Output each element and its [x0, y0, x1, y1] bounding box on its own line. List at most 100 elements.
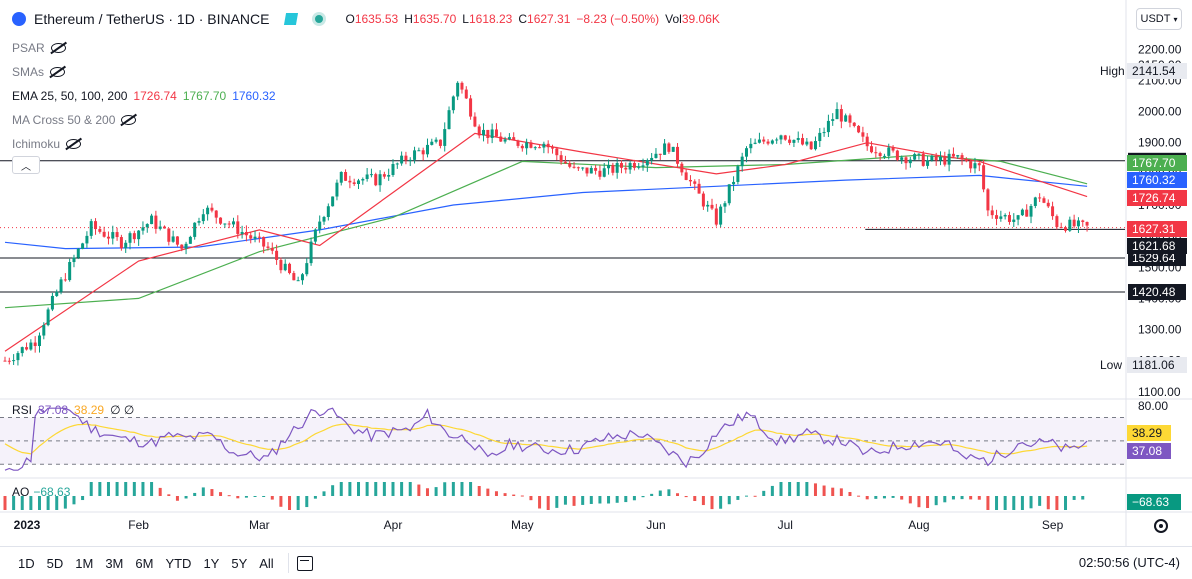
- open-label: O: [345, 12, 355, 26]
- indicator-psar[interactable]: PSAR: [12, 36, 276, 60]
- axis-price-label: 1627.31: [1132, 222, 1176, 236]
- range-1m-button[interactable]: 1M: [75, 555, 94, 571]
- hidden-eye-icon[interactable]: [50, 43, 66, 53]
- candle-body: [568, 163, 572, 167]
- ao-bar: [313, 496, 317, 499]
- clock-label[interactable]: 02:50:56 (UTC-4): [1078, 555, 1180, 570]
- range-5y-button[interactable]: 5Y: [231, 555, 248, 571]
- hidden-eye-icon[interactable]: [121, 115, 137, 125]
- chart-canvas[interactable]: 2200.002150.002100.002000.001900.001800.…: [0, 0, 1192, 546]
- flag-icon[interactable]: [284, 13, 299, 25]
- ao-bar: [572, 496, 576, 506]
- candle-body: [98, 229, 102, 232]
- ao-bar: [175, 496, 179, 501]
- hidden-eye-icon[interactable]: [66, 139, 82, 149]
- candle-body: [94, 221, 98, 230]
- time-axis-label: Aug: [908, 518, 929, 532]
- candle-body: [792, 139, 796, 143]
- candle-body: [357, 180, 361, 185]
- candle-body: [1003, 215, 1007, 217]
- indicator-ichimoku[interactable]: Ichimoku: [12, 132, 276, 156]
- ao-bar: [374, 482, 378, 496]
- calendar-icon[interactable]: [296, 555, 313, 571]
- candle-body: [503, 139, 507, 142]
- ao-bar: [417, 484, 421, 496]
- range-all-button[interactable]: All: [259, 555, 274, 571]
- symbol-title[interactable]: Ethereum / TetherUS · 1D · BINANCE: [34, 11, 270, 27]
- chevron-down-icon: ▾: [1173, 14, 1178, 24]
- bottom-toolbar: 1D 5D 1M 3M 6M YTD 1Y 5Y All 02:50:56 (U…: [0, 546, 1192, 579]
- ao-bar: [20, 496, 24, 510]
- ao-bar: [719, 496, 723, 509]
- ao-bar: [969, 496, 973, 500]
- marker-tag: [1127, 357, 1187, 373]
- candle-body: [206, 207, 210, 215]
- candle-body: [947, 153, 951, 165]
- volume-label: Vol: [665, 12, 682, 26]
- level-price-tag: [1128, 250, 1186, 267]
- candle-body: [512, 137, 516, 141]
- price-tick-label: 2000.00: [1138, 105, 1182, 119]
- candle-body: [753, 142, 757, 144]
- candle-body: [266, 246, 270, 248]
- candle-body: [20, 347, 24, 354]
- candle-body: [413, 150, 417, 160]
- ao-bar: [322, 491, 326, 496]
- change-value: −8.23 (−0.50%): [576, 12, 660, 26]
- range-1y-button[interactable]: 1Y: [203, 555, 220, 571]
- ao-bar: [400, 482, 404, 496]
- range-3m-button[interactable]: 3M: [105, 555, 124, 571]
- candle-body: [305, 263, 309, 275]
- close-label: C: [518, 12, 528, 26]
- ao-bar: [29, 496, 33, 510]
- candle-body: [956, 155, 960, 157]
- indicator-ema[interactable]: EMA 25, 50, 100, 200 1726.74 1767.70 176…: [12, 84, 276, 108]
- ao-bar: [762, 490, 766, 496]
- range-6m-button[interactable]: 6M: [135, 555, 154, 571]
- ema25-line: [4, 132, 1088, 352]
- candle-body: [167, 228, 171, 242]
- rsi-value: 37.08: [38, 403, 69, 417]
- candle-body: [292, 273, 296, 281]
- ao-bar: [615, 496, 619, 503]
- candle-body: [964, 159, 968, 162]
- candle-body: [180, 244, 184, 249]
- ao-bar: [477, 486, 481, 496]
- candle-body: [938, 156, 942, 161]
- ao-bar: [98, 482, 102, 496]
- candle-body: [525, 142, 529, 149]
- level-price-label: 1420.48: [1132, 285, 1176, 299]
- ao-bar: [486, 488, 490, 496]
- ao-bar: [710, 496, 714, 510]
- ao-bar: [658, 490, 662, 496]
- candle-body: [900, 157, 904, 160]
- hidden-eye-icon[interactable]: [50, 67, 66, 77]
- candle-body: [318, 221, 322, 230]
- ao-bar: [63, 496, 67, 509]
- ao-bar: [115, 482, 119, 496]
- ao-bar: [822, 485, 826, 496]
- settings-icon[interactable]: [1154, 519, 1168, 533]
- ao-bar: [141, 482, 145, 496]
- range-5d-button[interactable]: 5D: [46, 555, 64, 571]
- candle-body: [602, 168, 606, 177]
- candle-body: [1033, 197, 1037, 206]
- candle-body: [887, 147, 891, 156]
- collapse-legend-button[interactable]: ︿: [12, 156, 40, 174]
- axis-price-tag: [1127, 221, 1187, 237]
- range-1d-button[interactable]: 1D: [18, 555, 35, 571]
- ao-bar: [46, 496, 50, 510]
- ao-bar: [977, 496, 981, 500]
- indicator-ma-cross[interactable]: MA Cross 50 & 200: [12, 108, 276, 132]
- ao-bar: [451, 482, 455, 496]
- ao-bar: [150, 482, 154, 496]
- range-ytd-button[interactable]: YTD: [165, 555, 192, 571]
- candle-body: [494, 129, 498, 137]
- time-axis-label: Jun: [646, 518, 665, 532]
- indicator-smas[interactable]: SMAs: [12, 60, 276, 84]
- candle-body: [72, 257, 76, 263]
- candle-body: [969, 161, 973, 169]
- low-label: L: [462, 12, 469, 26]
- currency-selector[interactable]: USDT ▾: [1136, 8, 1182, 30]
- ao-bar: [184, 496, 188, 499]
